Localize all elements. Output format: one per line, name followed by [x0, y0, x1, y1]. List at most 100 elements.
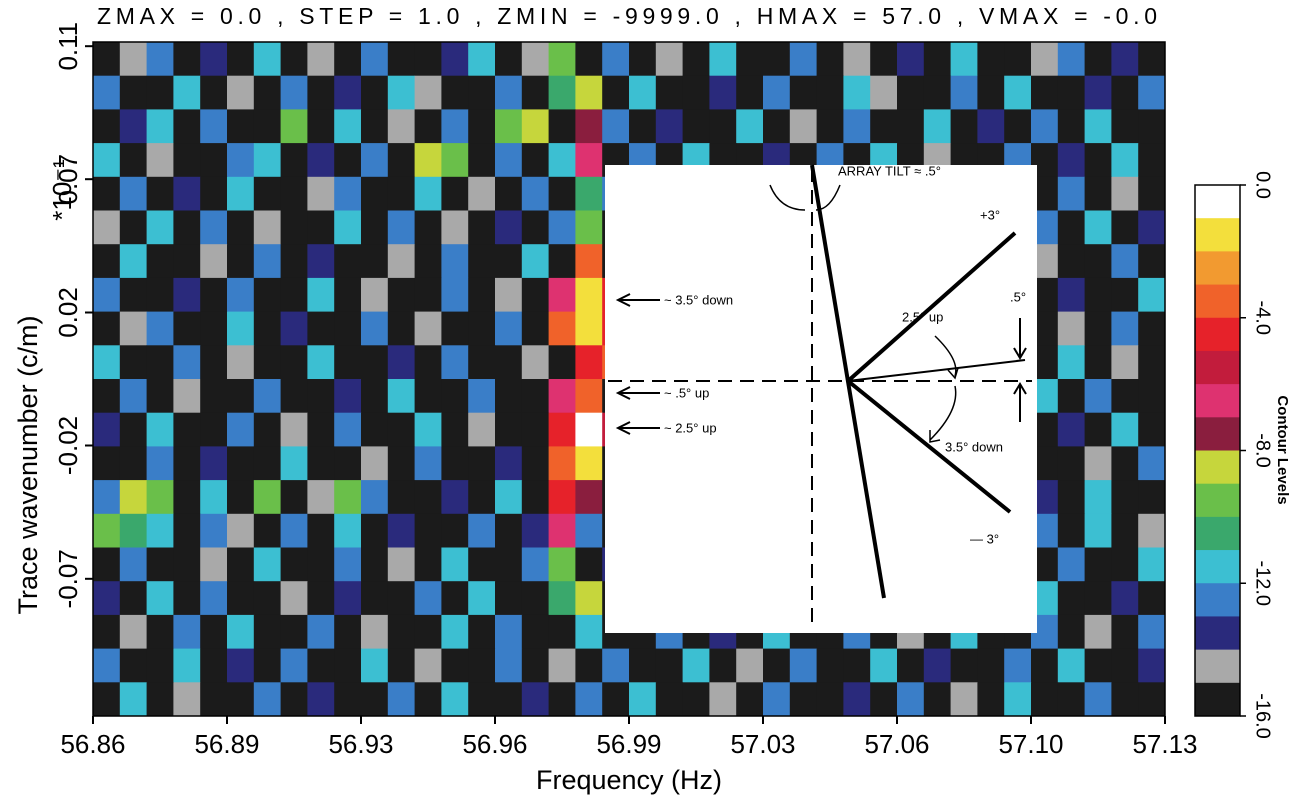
- cell: [146, 176, 174, 211]
- arrow: [1013, 318, 1027, 360]
- cell: [280, 42, 308, 77]
- cell: [1057, 244, 1086, 279]
- cell: [1084, 547, 1112, 582]
- cell: [548, 682, 576, 717]
- cell: [334, 277, 362, 313]
- cell: [441, 311, 469, 346]
- y-tick-label: 0.07: [53, 154, 83, 205]
- cell: [173, 42, 201, 77]
- cell: [173, 75, 201, 110]
- cell: [307, 176, 335, 211]
- cell: [468, 682, 496, 717]
- cell: [521, 614, 550, 650]
- cell: [414, 480, 442, 515]
- cell: [93, 277, 121, 313]
- cell: [119, 345, 148, 380]
- cell: [280, 412, 308, 447]
- cell: [307, 143, 335, 178]
- cell: [387, 75, 416, 110]
- cell: [334, 210, 362, 245]
- cell: [173, 244, 201, 279]
- cell: [307, 412, 335, 447]
- cell: [897, 42, 925, 77]
- cell: [200, 480, 228, 515]
- cell: [334, 648, 362, 683]
- cell: [173, 210, 201, 245]
- cell: [441, 143, 469, 178]
- cell: [1084, 513, 1112, 548]
- cell: [441, 581, 469, 616]
- cell: [789, 682, 818, 717]
- cell: [816, 109, 844, 144]
- cell: [280, 446, 308, 481]
- cell: [200, 143, 228, 178]
- cell: [709, 42, 737, 77]
- cell: [548, 345, 576, 380]
- colorbar-band: [1195, 350, 1240, 385]
- x-tick-label: 57.10: [998, 729, 1063, 759]
- cell: [816, 682, 844, 717]
- cell: [441, 42, 469, 77]
- cell: [361, 244, 389, 279]
- cell: [93, 682, 121, 717]
- cell: [1084, 480, 1112, 515]
- cell: [334, 446, 362, 481]
- cell: [253, 446, 282, 481]
- cell: [200, 614, 228, 650]
- cell: [414, 277, 442, 313]
- cell: [495, 210, 523, 245]
- cell: [227, 513, 255, 548]
- cell: [1111, 244, 1139, 279]
- cell: [1111, 210, 1139, 245]
- cell: [146, 42, 174, 77]
- cell: [253, 547, 282, 582]
- cell: [1084, 581, 1112, 616]
- cell: [253, 412, 282, 447]
- cell: [1057, 581, 1086, 616]
- colorbar-band: [1195, 516, 1240, 551]
- cell: [1111, 446, 1139, 481]
- cell: [146, 75, 174, 110]
- cell: [843, 42, 871, 77]
- cell: [736, 682, 764, 717]
- cell: [1138, 581, 1166, 616]
- cell: [334, 244, 362, 279]
- cell: [763, 682, 791, 717]
- cell: [495, 682, 523, 717]
- cell: [575, 682, 603, 717]
- inset-background: [605, 165, 1037, 633]
- y-tick-label: -0.02: [53, 416, 83, 475]
- cell: [843, 648, 871, 683]
- cell: [1138, 446, 1166, 481]
- cell: [1031, 109, 1059, 144]
- cell: [200, 345, 228, 380]
- cell: [361, 682, 389, 717]
- ray-up: [846, 231, 1017, 383]
- cell: [146, 513, 174, 548]
- cell: [200, 42, 228, 77]
- cell: [173, 379, 201, 414]
- cell: [280, 614, 308, 650]
- cell: [146, 143, 174, 178]
- cell: [521, 277, 550, 313]
- colorbar-band: [1195, 251, 1240, 286]
- cell: [682, 682, 710, 717]
- cell: [280, 513, 308, 548]
- colorbar-band: [1195, 616, 1240, 651]
- cell: [521, 581, 550, 616]
- ray-down: [846, 379, 1012, 514]
- cell: [414, 581, 442, 616]
- cell: [334, 42, 362, 77]
- colorbar-band: [1195, 583, 1240, 617]
- cell: [1138, 513, 1166, 548]
- cell: [227, 581, 255, 616]
- cell: [1138, 480, 1166, 515]
- cell: [1084, 682, 1112, 717]
- cell: [897, 682, 925, 717]
- cell: [334, 547, 362, 582]
- cell: [173, 311, 201, 346]
- x-tick-label: 56.93: [328, 729, 393, 759]
- cell: [93, 210, 121, 245]
- cell: [361, 143, 389, 178]
- cell: [977, 109, 1005, 144]
